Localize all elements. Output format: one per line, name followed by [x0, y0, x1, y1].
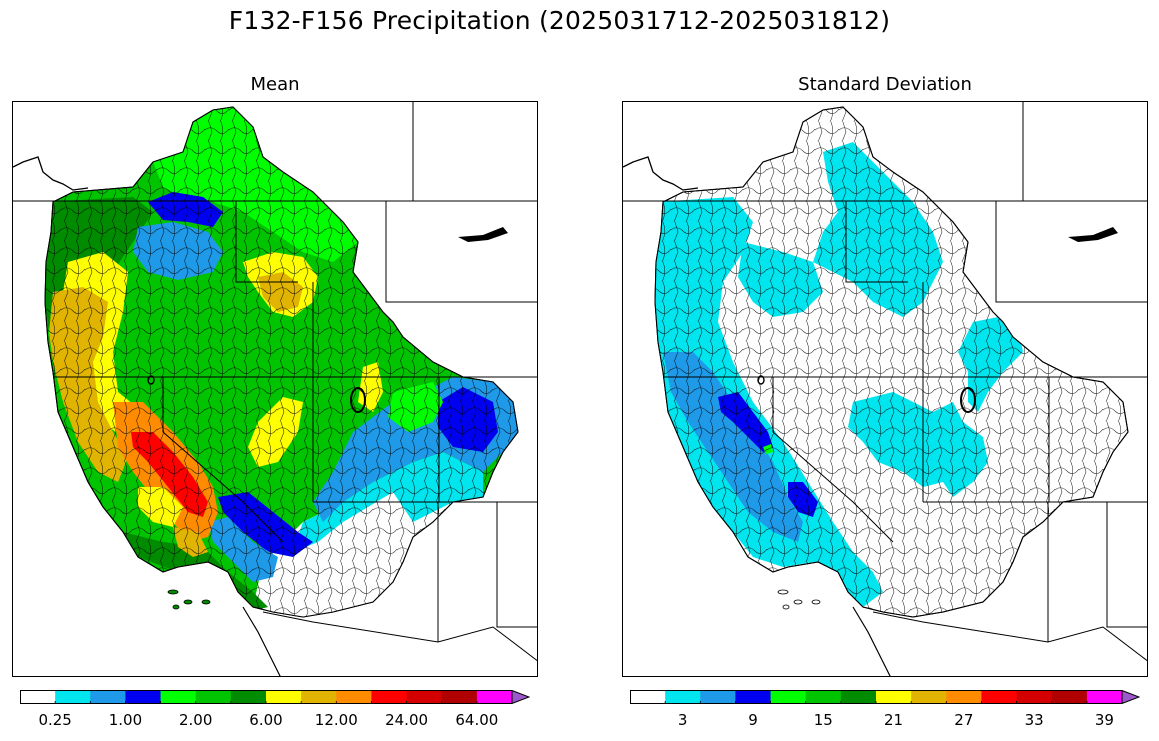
stddev-puget-coastline	[623, 156, 699, 191]
stddev-colorbar-tick-label: 3	[677, 711, 688, 729]
stddev-colorbar-labels: 3 9 15 21 27 33 39	[630, 711, 1140, 731]
stddev-colorbar-bin	[946, 690, 982, 704]
stddev-lake-tahoe	[757, 375, 765, 385]
mean-state-borders	[13, 102, 537, 662]
stddev-border-dakotas	[995, 201, 1147, 303]
stddev-border-utah-nevada	[773, 376, 924, 502]
mean-border-utah-nevada	[163, 376, 314, 502]
stddev-border-ca-nv	[772, 377, 894, 543]
mean-island-1	[167, 589, 179, 595]
mean-colorbar-bin	[301, 690, 337, 704]
mean-colorbar-tick-label: 0.25	[38, 711, 72, 729]
mean-baja-coastline	[242, 606, 281, 676]
mean-colorbar-bin	[336, 690, 372, 704]
mean-map	[12, 101, 538, 677]
stddev-colorbar-bin	[911, 690, 947, 704]
mean-basin-boundaries	[45, 107, 518, 617]
stddev-state-borders	[623, 102, 1147, 662]
stddev-great-salt-lake	[960, 387, 976, 413]
stddev-colorbar-bin	[805, 690, 842, 704]
stddev-lake-superior	[1068, 227, 1118, 242]
stddev-regions	[655, 107, 1128, 617]
stddev-border-ok	[1106, 502, 1147, 628]
mean-colorbar-bin	[55, 690, 91, 704]
mean-colorbar-tick-label: 1.00	[108, 711, 143, 729]
mean-colorbar-bin	[406, 690, 443, 704]
mean-lake-superior	[458, 227, 508, 242]
stddev-colorbar-bin	[665, 690, 701, 704]
mean-border-ok	[496, 502, 537, 628]
stddev-border-idaho-montana	[845, 201, 908, 283]
stddev-colorbar-bin	[876, 690, 912, 704]
mean-colorbar-bin	[195, 690, 232, 704]
mean-colorbar-bin	[476, 690, 513, 704]
mean-map-canvas	[13, 102, 537, 676]
mean-colorbar-extend-arrow	[511, 690, 530, 704]
mean-island-2	[183, 599, 193, 605]
stddev-map	[622, 101, 1148, 677]
stddev-colorbar-bin	[1051, 690, 1088, 704]
stddev-border-mexico	[872, 611, 1147, 662]
stddev-island-1	[777, 589, 789, 595]
mean-colorbar-bin	[160, 690, 197, 704]
mean-puget-coastline	[13, 156, 89, 191]
stddev-colorbar-bin	[630, 690, 666, 704]
mean-border-dakotas	[385, 201, 537, 303]
mean-colorbar-bin	[230, 690, 267, 704]
mean-colorbar-tick-label: 12.00	[314, 711, 358, 729]
mean-colorbar-bin	[441, 690, 478, 704]
stddev-basin-boundaries	[655, 107, 1128, 617]
mean-colorbar-labels: 0.25 1.00 2.00 6.00 12.00 24.00 64.00	[20, 711, 530, 731]
stddev-baja-coastline	[852, 606, 891, 676]
stddev-colorbar-tick-label: 15	[813, 711, 833, 729]
mean-colorbar-bin	[20, 690, 56, 704]
mean-border-idaho-montana	[235, 201, 298, 283]
stddev-colorbar-bin	[700, 690, 736, 704]
stddev-colorbar-tick-label: 21	[884, 711, 904, 729]
figure-title: F132-F156 Precipitation (2025031712-2025…	[228, 6, 891, 35]
stddev-colorbar-bin	[981, 690, 1018, 704]
stddev-land-outline	[654, 106, 1129, 618]
stddev-colorbar	[630, 690, 1140, 704]
stddev-panel-title: Standard Deviation	[798, 74, 972, 95]
mean-colorbar-bin	[125, 690, 162, 704]
stddev-colorbar-tick-label: 33	[1024, 711, 1044, 729]
mean-panel-title: Mean	[250, 74, 300, 95]
mean-colorbar-bin	[90, 690, 126, 704]
mean-colorbar-tick-label: 64.00	[455, 711, 499, 729]
mean-land-outline	[44, 106, 519, 618]
mean-colorbar-tick-label: 24.00	[385, 711, 429, 729]
stddev-colorbar-tick-label: 39	[1094, 711, 1114, 729]
stddev-colorbar-tick-label: 27	[954, 711, 974, 729]
mean-precip-regions	[45, 107, 518, 617]
stddev-map-canvas	[623, 102, 1147, 676]
stddev-colorbar-bin	[1086, 690, 1123, 704]
mean-border-ca-nv	[162, 377, 284, 543]
mean-colorbar-tick-label: 6.00	[249, 711, 283, 729]
mean-colorbar-bin	[371, 690, 408, 704]
mean-colorbar	[20, 690, 530, 704]
mean-island-4	[172, 604, 180, 610]
stddev-colorbar-bin	[1016, 690, 1053, 704]
mean-border-mexico	[262, 611, 537, 662]
stddev-island-2	[793, 599, 803, 605]
mean-colorbar-bin	[266, 690, 302, 704]
stddev-colorbar-bin	[840, 690, 877, 704]
mean-lake-tahoe	[147, 375, 155, 385]
mean-great-salt-lake	[350, 387, 366, 413]
stddev-colorbar-tick-label: 9	[748, 711, 758, 729]
stddev-island-4	[782, 604, 790, 610]
stddev-colorbar-bin	[735, 690, 772, 704]
stddev-colorbar-extend-arrow	[1121, 690, 1140, 704]
stddev-island-3	[811, 599, 821, 605]
stddev-colorbar-bin	[770, 690, 807, 704]
mean-island-3	[201, 599, 211, 605]
mean-colorbar-tick-label: 2.00	[179, 711, 213, 729]
